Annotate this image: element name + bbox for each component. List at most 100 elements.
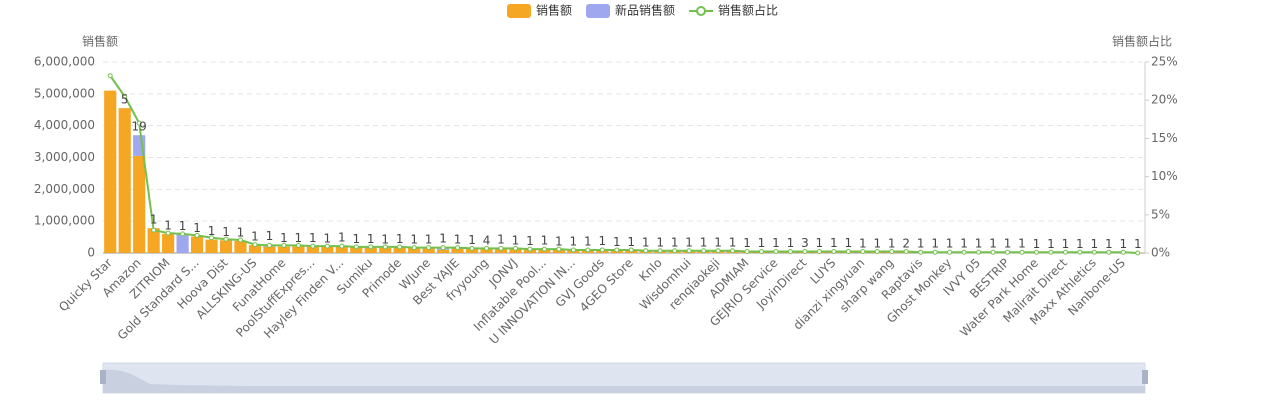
y2-tick-label: 15% (1151, 131, 1178, 145)
y-tick-label: 4,000,000 (34, 118, 95, 132)
bar-label: 1 (598, 234, 606, 248)
line-marker (1136, 251, 1140, 255)
legend-label: 新品销售额 (615, 3, 675, 18)
zoom-handle[interactable] (1142, 370, 1148, 384)
bar-label: 1 (150, 213, 158, 227)
bar (437, 250, 449, 253)
line-marker (499, 246, 503, 250)
line-marker (658, 249, 662, 253)
legend-swatch (697, 7, 705, 15)
y-tick-label: 5,000,000 (34, 86, 95, 100)
data-zoom[interactable] (100, 363, 1148, 393)
bar-label: 1 (454, 233, 462, 247)
bar-label: 1 (888, 236, 896, 250)
bar-label: 1 (425, 233, 433, 247)
bar-label: 1 (917, 236, 925, 250)
bar-label: 1 (613, 235, 621, 249)
line-marker (759, 249, 763, 253)
line-marker (441, 246, 445, 250)
line-marker (600, 248, 604, 252)
bar (162, 234, 174, 253)
bar (104, 91, 116, 253)
bar-label: 1 (439, 231, 447, 245)
legend-label: 销售额 (536, 3, 572, 18)
bar-label: 1 (946, 237, 954, 251)
bar-label: 1 (179, 219, 187, 233)
legend-swatch (586, 4, 610, 18)
bar-label: 1 (193, 221, 201, 235)
line-marker (991, 250, 995, 254)
line-marker (977, 250, 981, 254)
line-marker (1049, 250, 1053, 254)
bar-label: 1 (671, 235, 679, 249)
bar-label: 1 (352, 232, 360, 246)
bar-label: 1 (1047, 237, 1055, 251)
y2-tick-label: 0% (1151, 246, 1170, 260)
bar-label: 1 (526, 234, 534, 248)
bar (205, 240, 217, 253)
bar-label: 1 (830, 236, 838, 250)
bar-label: 1 (468, 233, 476, 247)
bar-label: 1 (280, 231, 288, 245)
y-tick-label: 1,000,000 (34, 214, 95, 228)
bar-label: 1 (642, 235, 650, 249)
bar-label: 1 (1134, 237, 1142, 251)
bar-label: 1 (714, 236, 722, 250)
bar-label: 1 (758, 236, 766, 250)
bar-label: 1 (512, 234, 520, 248)
bar-label: 1 (323, 231, 331, 245)
bar-label: 1 (396, 232, 404, 246)
legend-label: 销售额占比 (718, 3, 778, 18)
y2-tick-label: 20% (1151, 93, 1178, 107)
bar-label: 1 (859, 236, 867, 250)
bar-label: 1 (251, 230, 259, 244)
bar-label: 1 (989, 237, 997, 251)
line-marker (644, 249, 648, 253)
bar-label: 3 (801, 236, 809, 250)
line-marker (152, 228, 156, 232)
bar-label: 1 (873, 236, 881, 250)
bar-label: 1 (497, 233, 505, 247)
y-axis-title: 销售额 (82, 34, 118, 49)
bar-label: 1 (570, 235, 578, 249)
bar-label: 1 (295, 231, 303, 245)
bar-label: 4 (483, 233, 491, 247)
bar-label: 1 (975, 237, 983, 251)
bar-label: 1 (208, 224, 216, 238)
bar-label: 1 (844, 236, 852, 250)
bar-label: 1 (222, 225, 230, 239)
bar-label: 1 (743, 236, 751, 250)
bar-label: 1 (266, 229, 274, 243)
bar-label: 1 (729, 236, 737, 250)
line-marker (962, 250, 966, 254)
bar-label: 1 (816, 236, 824, 250)
line-marker (108, 74, 112, 78)
line-marker (542, 247, 546, 251)
bar (234, 241, 246, 253)
line-marker (948, 250, 952, 254)
bar-label: 1 (410, 232, 418, 246)
y-tick-label: 2,000,000 (34, 182, 95, 196)
bar-label: 1 (685, 236, 693, 250)
bar-label: 1 (309, 231, 317, 245)
bar-label: 1 (1076, 237, 1084, 251)
bar-label: 1 (338, 230, 346, 244)
y-tick-label: 6,000,000 (34, 55, 95, 69)
bar-label: 1 (931, 237, 939, 251)
line (110, 76, 1138, 253)
line-marker (1020, 250, 1024, 254)
bar-label: 1 (541, 233, 549, 247)
y2-tick-label: 25% (1151, 55, 1178, 69)
bar-label: 1 (772, 236, 780, 250)
bar-label: 1 (627, 235, 635, 249)
bar-label: 1 (787, 236, 795, 250)
bar-label: 1 (584, 235, 592, 249)
line-marker (919, 250, 923, 254)
bar-label: 1 (555, 234, 563, 248)
bar-label: 1 (656, 235, 664, 249)
line-marker (267, 243, 271, 247)
bar-label: 1 (1105, 237, 1113, 251)
zoom-handle[interactable] (100, 370, 106, 384)
